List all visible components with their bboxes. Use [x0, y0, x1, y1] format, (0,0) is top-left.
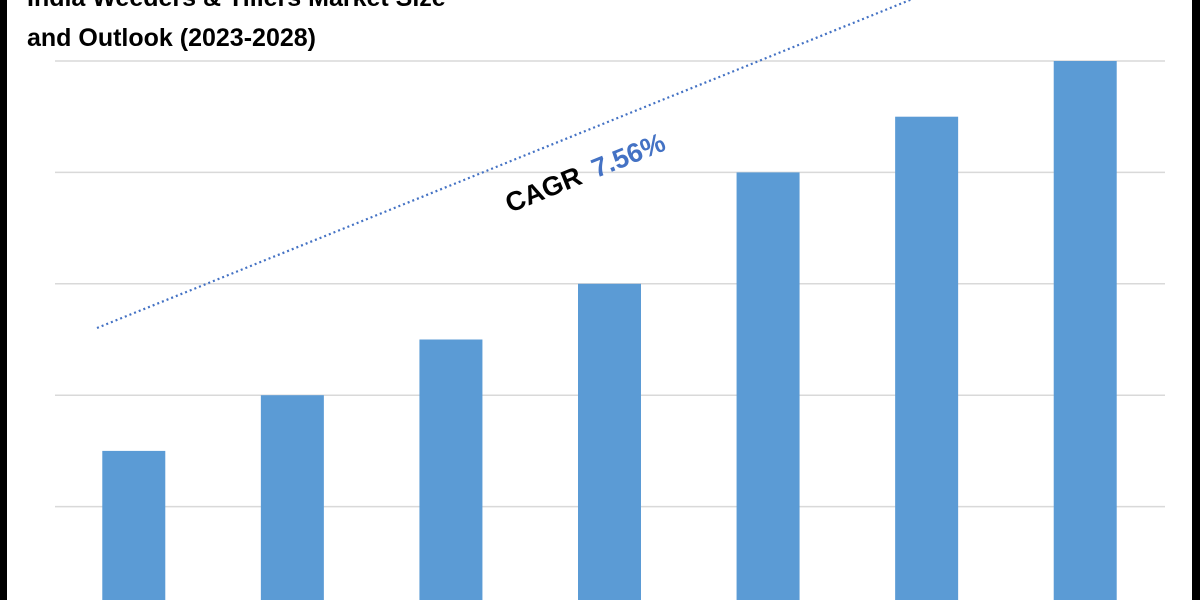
bar-6: [895, 116, 959, 600]
right-border: [1192, 0, 1200, 600]
bar-7: [1053, 61, 1117, 600]
cagr-value: 7.56%: [587, 127, 669, 183]
chart-title-line-1: India Weeders & Tillers Market Size: [27, 0, 446, 12]
left-border: [0, 0, 7, 600]
chart-title-line-2: and Outlook (2023-2028): [27, 24, 316, 52]
bar-1: [102, 450, 166, 600]
bar-3: [419, 339, 483, 600]
cagr-label: CAGR: [501, 161, 586, 219]
trend-line: [96, 0, 913, 330]
bar-5: [736, 172, 800, 600]
bar-4: [578, 283, 641, 600]
bar-2: [260, 395, 324, 600]
bars: [102, 61, 1117, 600]
